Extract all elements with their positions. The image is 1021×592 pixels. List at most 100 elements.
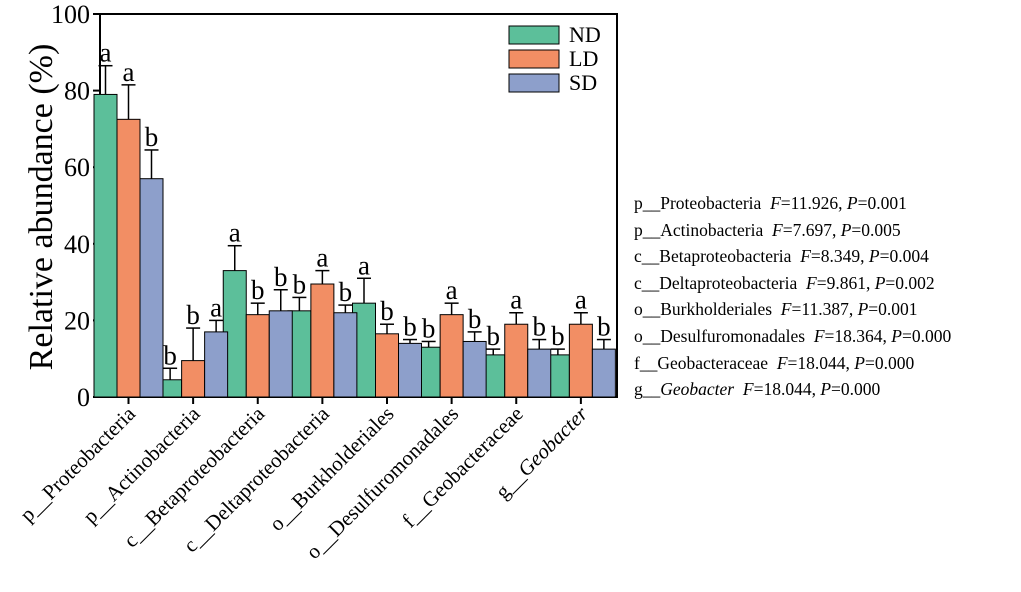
stat-p-label: P: [874, 272, 886, 293]
y-tick-label: 80: [64, 77, 90, 106]
significance-letter: b: [251, 275, 265, 305]
stat-p-label: P: [891, 325, 902, 346]
stat-f-label: F: [772, 219, 783, 240]
significance-letter: b: [339, 277, 353, 307]
stat-prefix: c__: [634, 272, 660, 293]
stat-f-label: F: [806, 272, 817, 293]
significance-letter: b: [533, 312, 547, 342]
stat-p-value: 0.005: [861, 219, 901, 240]
bar-ld: [310, 283, 335, 398]
stat-p-value: 0.000: [840, 379, 881, 400]
legend-swatch-sd: [508, 73, 560, 93]
bar-sd: [268, 310, 293, 398]
significance-letter: b: [487, 321, 501, 351]
x-tick-name: Betaproteobacteria: [140, 401, 270, 531]
stat-f-value: 11.926: [790, 193, 839, 213]
stat-f-label: F: [780, 299, 792, 320]
stat-taxon: Actinobacteria: [660, 219, 764, 240]
legend-label-sd: SD: [569, 70, 597, 95]
stat-p-label: P: [854, 352, 865, 373]
bar-ld: [375, 333, 399, 398]
significance-letter: b: [597, 312, 611, 342]
stat-f-value: 18.044: [763, 379, 812, 400]
stat-taxon: Geobacter: [660, 379, 735, 400]
stat-f-value: 18.364: [834, 325, 883, 346]
bar-sd: [139, 178, 164, 398]
x-tick-label: p__Proteobacteria: [15, 401, 140, 526]
stat-prefix: o__: [634, 299, 661, 320]
significance-letter: a: [446, 275, 458, 305]
y-tick-label: 100: [51, 0, 90, 29]
stat-f-label: F: [813, 325, 825, 346]
stat-prefix: p__: [634, 193, 661, 213]
stat-p-label: P: [868, 246, 880, 267]
stat-f-value: 8.349: [820, 246, 861, 267]
stat-prefix: c__: [634, 246, 660, 267]
stat-taxon: Betaproteobacteria: [659, 246, 792, 267]
stat-p-value: 0.002: [895, 272, 935, 293]
stat-f-label: F: [770, 193, 781, 213]
stat-row: p__Actinobacteria F=7.697, P=0.005: [634, 219, 901, 240]
bar-ld: [504, 323, 529, 398]
stat-p-value: 0.004: [889, 246, 929, 267]
bar-sd: [462, 340, 487, 398]
bar-sd: [204, 331, 229, 398]
significance-letter: a: [358, 250, 370, 280]
significance-letter: a: [100, 38, 112, 68]
bar-sd: [333, 312, 358, 398]
significance-letter: b: [293, 269, 307, 299]
significance-letter: b: [163, 340, 177, 370]
y-tick-label: 20: [64, 306, 90, 335]
significance-letter: b: [422, 313, 436, 343]
stat-taxon: Proteobacteria: [660, 193, 762, 213]
stat-row: g__Geobacter F=18.044, P=0.000: [634, 379, 881, 400]
bar-sd: [527, 348, 552, 398]
stat-p-value: 0.000: [874, 352, 915, 373]
bar-ld: [181, 360, 206, 398]
significance-letter: a: [210, 292, 222, 322]
significance-letter: a: [123, 57, 135, 87]
x-tick-name: Geobacter: [513, 401, 593, 481]
stat-taxon: Deltaproteobacteria: [659, 272, 798, 293]
significance-letter: a: [575, 285, 587, 315]
stat-prefix: g__: [634, 379, 661, 400]
bar-ld: [439, 314, 464, 398]
significance-letter: b: [551, 321, 565, 351]
significance-letter: b: [403, 312, 417, 342]
significance-letter: b: [380, 296, 394, 326]
stat-row: c__Deltaproteobacteria F=9.861, P=0.002: [634, 272, 935, 293]
y-tick-label: 40: [64, 230, 90, 259]
x-tick-label: f__Geobacteraceae: [397, 402, 528, 533]
legend-swatch-ld: [508, 49, 560, 69]
stat-f-value: 18.044: [797, 352, 846, 373]
stat-p-label: P: [857, 299, 869, 320]
stat-taxon: Geobacteraceae: [657, 352, 769, 373]
significance-letter: b: [186, 300, 200, 330]
bar-ld: [245, 314, 270, 398]
stat-prefix: f__: [634, 352, 658, 373]
significance-letter: a: [316, 243, 328, 273]
y-tick-label: 0: [77, 383, 90, 412]
stat-taxon: Burkholderiales: [660, 299, 773, 320]
stat-row: o__Burkholderiales F=11.387, P=0.001: [634, 299, 918, 320]
stat-taxon: Desulfuromonadales: [660, 325, 806, 346]
significance-letter: a: [229, 218, 241, 248]
bar-sd: [398, 342, 422, 398]
significance-letter: a: [510, 285, 522, 315]
stat-f-label: F: [800, 246, 811, 267]
legend-swatch-nd: [508, 25, 560, 45]
stat-f-label: F: [776, 352, 788, 373]
y-axis-label: Relative abundance (%): [23, 44, 60, 371]
y-tick-label: 60: [64, 153, 90, 182]
stat-p-value: 0.001: [867, 193, 907, 213]
bar-sd: [591, 348, 616, 398]
significance-letter: b: [468, 304, 482, 334]
stat-row: o__Desulfuromonadales F=18.364, P=0.000: [634, 325, 952, 346]
stat-f-value: 9.861: [826, 272, 866, 293]
bar-ld: [116, 118, 141, 398]
stat-f-value: 11.387: [801, 299, 849, 320]
stat-p-label: P: [846, 193, 858, 213]
legend-label-ld: LD: [569, 46, 598, 71]
